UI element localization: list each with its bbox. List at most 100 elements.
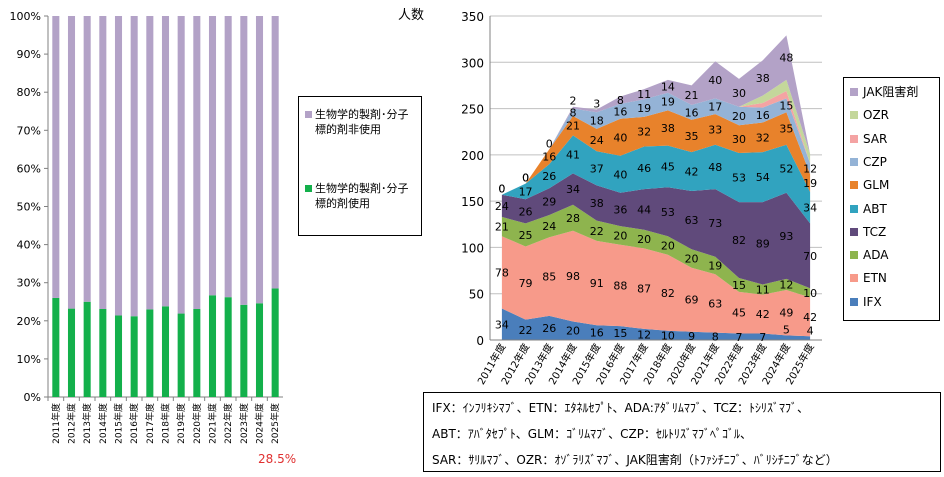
data-label: 19 <box>708 259 722 272</box>
data-label: 52 <box>779 163 793 176</box>
data-label: 0 <box>522 172 529 185</box>
legend-label: ETN <box>863 271 887 286</box>
bar-segment <box>83 16 91 302</box>
data-label: 0 <box>546 137 553 150</box>
data-label: 40 <box>708 74 722 87</box>
data-label: 16 <box>590 327 604 340</box>
bar-segment <box>240 16 248 305</box>
data-label: 20 <box>613 229 627 242</box>
y-tick-label: 150 <box>461 195 484 209</box>
data-label: 34 <box>495 318 509 331</box>
data-label: 79 <box>519 277 533 290</box>
data-label: 9 <box>688 330 695 343</box>
data-label: 25 <box>519 229 533 242</box>
y-tick-label: 50 <box>469 288 484 302</box>
left-chart-annotation: 28.5% <box>258 452 297 466</box>
data-label: 0 <box>522 172 529 185</box>
data-label: 46 <box>637 162 651 175</box>
bar-segment <box>130 16 138 317</box>
legend-swatch <box>305 185 312 192</box>
data-label: 0 <box>498 183 505 196</box>
data-label: 41 <box>566 148 580 161</box>
data-label: 19 <box>637 102 651 115</box>
area-CZP <box>501 92 811 195</box>
x-tick-label: 2014年度 <box>97 403 109 444</box>
legend-label: ABT <box>863 201 887 216</box>
data-label: 53 <box>661 206 675 219</box>
data-label: 32 <box>756 131 770 144</box>
bar-segment <box>67 308 76 397</box>
data-label: 37 <box>590 162 604 175</box>
bar-segment <box>271 16 279 289</box>
data-label: 98 <box>566 270 580 283</box>
y-tick-label: 90% <box>17 48 41 61</box>
data-label: 19 <box>661 96 675 109</box>
legend-label: GLM <box>863 178 890 193</box>
bar-segment <box>193 308 201 397</box>
legend-swatch <box>850 251 858 260</box>
data-label: 14 <box>661 80 675 93</box>
data-label: 15 <box>779 99 793 112</box>
bar-segment <box>224 16 232 298</box>
legend-label: JAK阻害剤 <box>863 85 919 99</box>
data-label: 89 <box>756 237 770 250</box>
data-label: 30 <box>732 87 746 100</box>
data-label: 3 <box>593 97 600 110</box>
y-tick-label: 70% <box>17 124 41 137</box>
y-tick-label: 10% <box>17 353 41 366</box>
x-tick-label: 2016年度 <box>128 403 140 444</box>
legend-swatch <box>850 181 858 190</box>
left-chart-bars <box>52 16 279 397</box>
abbreviation-line: SAR：ｻﾘﾙﾏﾌﾞ、OZR：ｵｿﾞﾗﾘｽﾞﾏﾌﾞ、JAK阻害剤（ﾄﾌｧｼﾁﾆﾌ… <box>432 453 838 467</box>
legend-label: SAR <box>863 131 888 146</box>
data-label: 4 <box>807 324 814 337</box>
bar-segment <box>52 297 60 397</box>
area-JAK阻害剤 <box>501 35 811 195</box>
data-label: 17 <box>708 100 722 113</box>
y-tick-label: 100 <box>461 241 484 255</box>
data-label: 11 <box>756 284 770 297</box>
data-label: 18 <box>590 115 604 128</box>
y-tick-label: 100% <box>10 10 41 23</box>
legend-label: 生物学的製剤･分子標的剤使用 <box>315 182 409 210</box>
legend-swatch <box>850 204 858 213</box>
legend-label: TCZ <box>863 224 887 239</box>
legend-label: ADA <box>863 248 889 263</box>
left-chart-axes: 0% 10% 20% 30% 40% 50% 60% 70% 80% 90% 100% 2011年度 2… <box>10 10 283 444</box>
data-label: 16 <box>542 151 556 164</box>
data-label: 16 <box>685 106 699 119</box>
y-tick-label: 300 <box>461 56 484 70</box>
data-label: 38 <box>756 72 770 85</box>
data-label: 12 <box>637 328 651 341</box>
x-tick-label: 2025年度 <box>269 403 281 444</box>
data-label: 69 <box>685 294 699 307</box>
bar-segment <box>83 301 91 397</box>
data-label: 20 <box>661 240 675 253</box>
data-label: 20 <box>637 233 651 246</box>
data-label: 34 <box>803 202 817 215</box>
data-label: 22 <box>519 324 533 337</box>
data-label: 17 <box>519 185 533 198</box>
data-label: 82 <box>732 234 746 247</box>
x-tick-label: 2019年度 <box>175 403 187 444</box>
data-label: 35 <box>685 130 699 143</box>
y-tick-label: 250 <box>461 103 484 117</box>
x-tick-label: 2011年度 <box>50 403 62 444</box>
data-label: 40 <box>613 131 627 144</box>
bar-segment <box>161 306 170 397</box>
data-label: 78 <box>495 266 509 279</box>
bar-segment <box>240 304 248 397</box>
bar-segment <box>99 308 107 397</box>
data-label: 26 <box>542 322 556 335</box>
abbreviation-line: IFX：ｲﾝﾌﾘｷｼﾏﾌﾞ、ETN：ｴﾀﾈﾙｾﾌﾟﾄ、ADA:ｱﾀﾞﾘﾑﾏﾌﾞ、… <box>432 401 810 415</box>
x-tick-label: 2023年度 <box>238 403 250 444</box>
bar-segment <box>208 16 217 296</box>
data-label: 20 <box>685 253 699 266</box>
data-label: 12 <box>803 163 817 176</box>
x-tick-label: 2022年度 <box>222 403 234 444</box>
data-label: 82 <box>661 287 675 300</box>
bar-segment <box>67 16 76 309</box>
y-tick-label: 20% <box>17 315 41 328</box>
legend-label: CZP <box>863 154 887 169</box>
